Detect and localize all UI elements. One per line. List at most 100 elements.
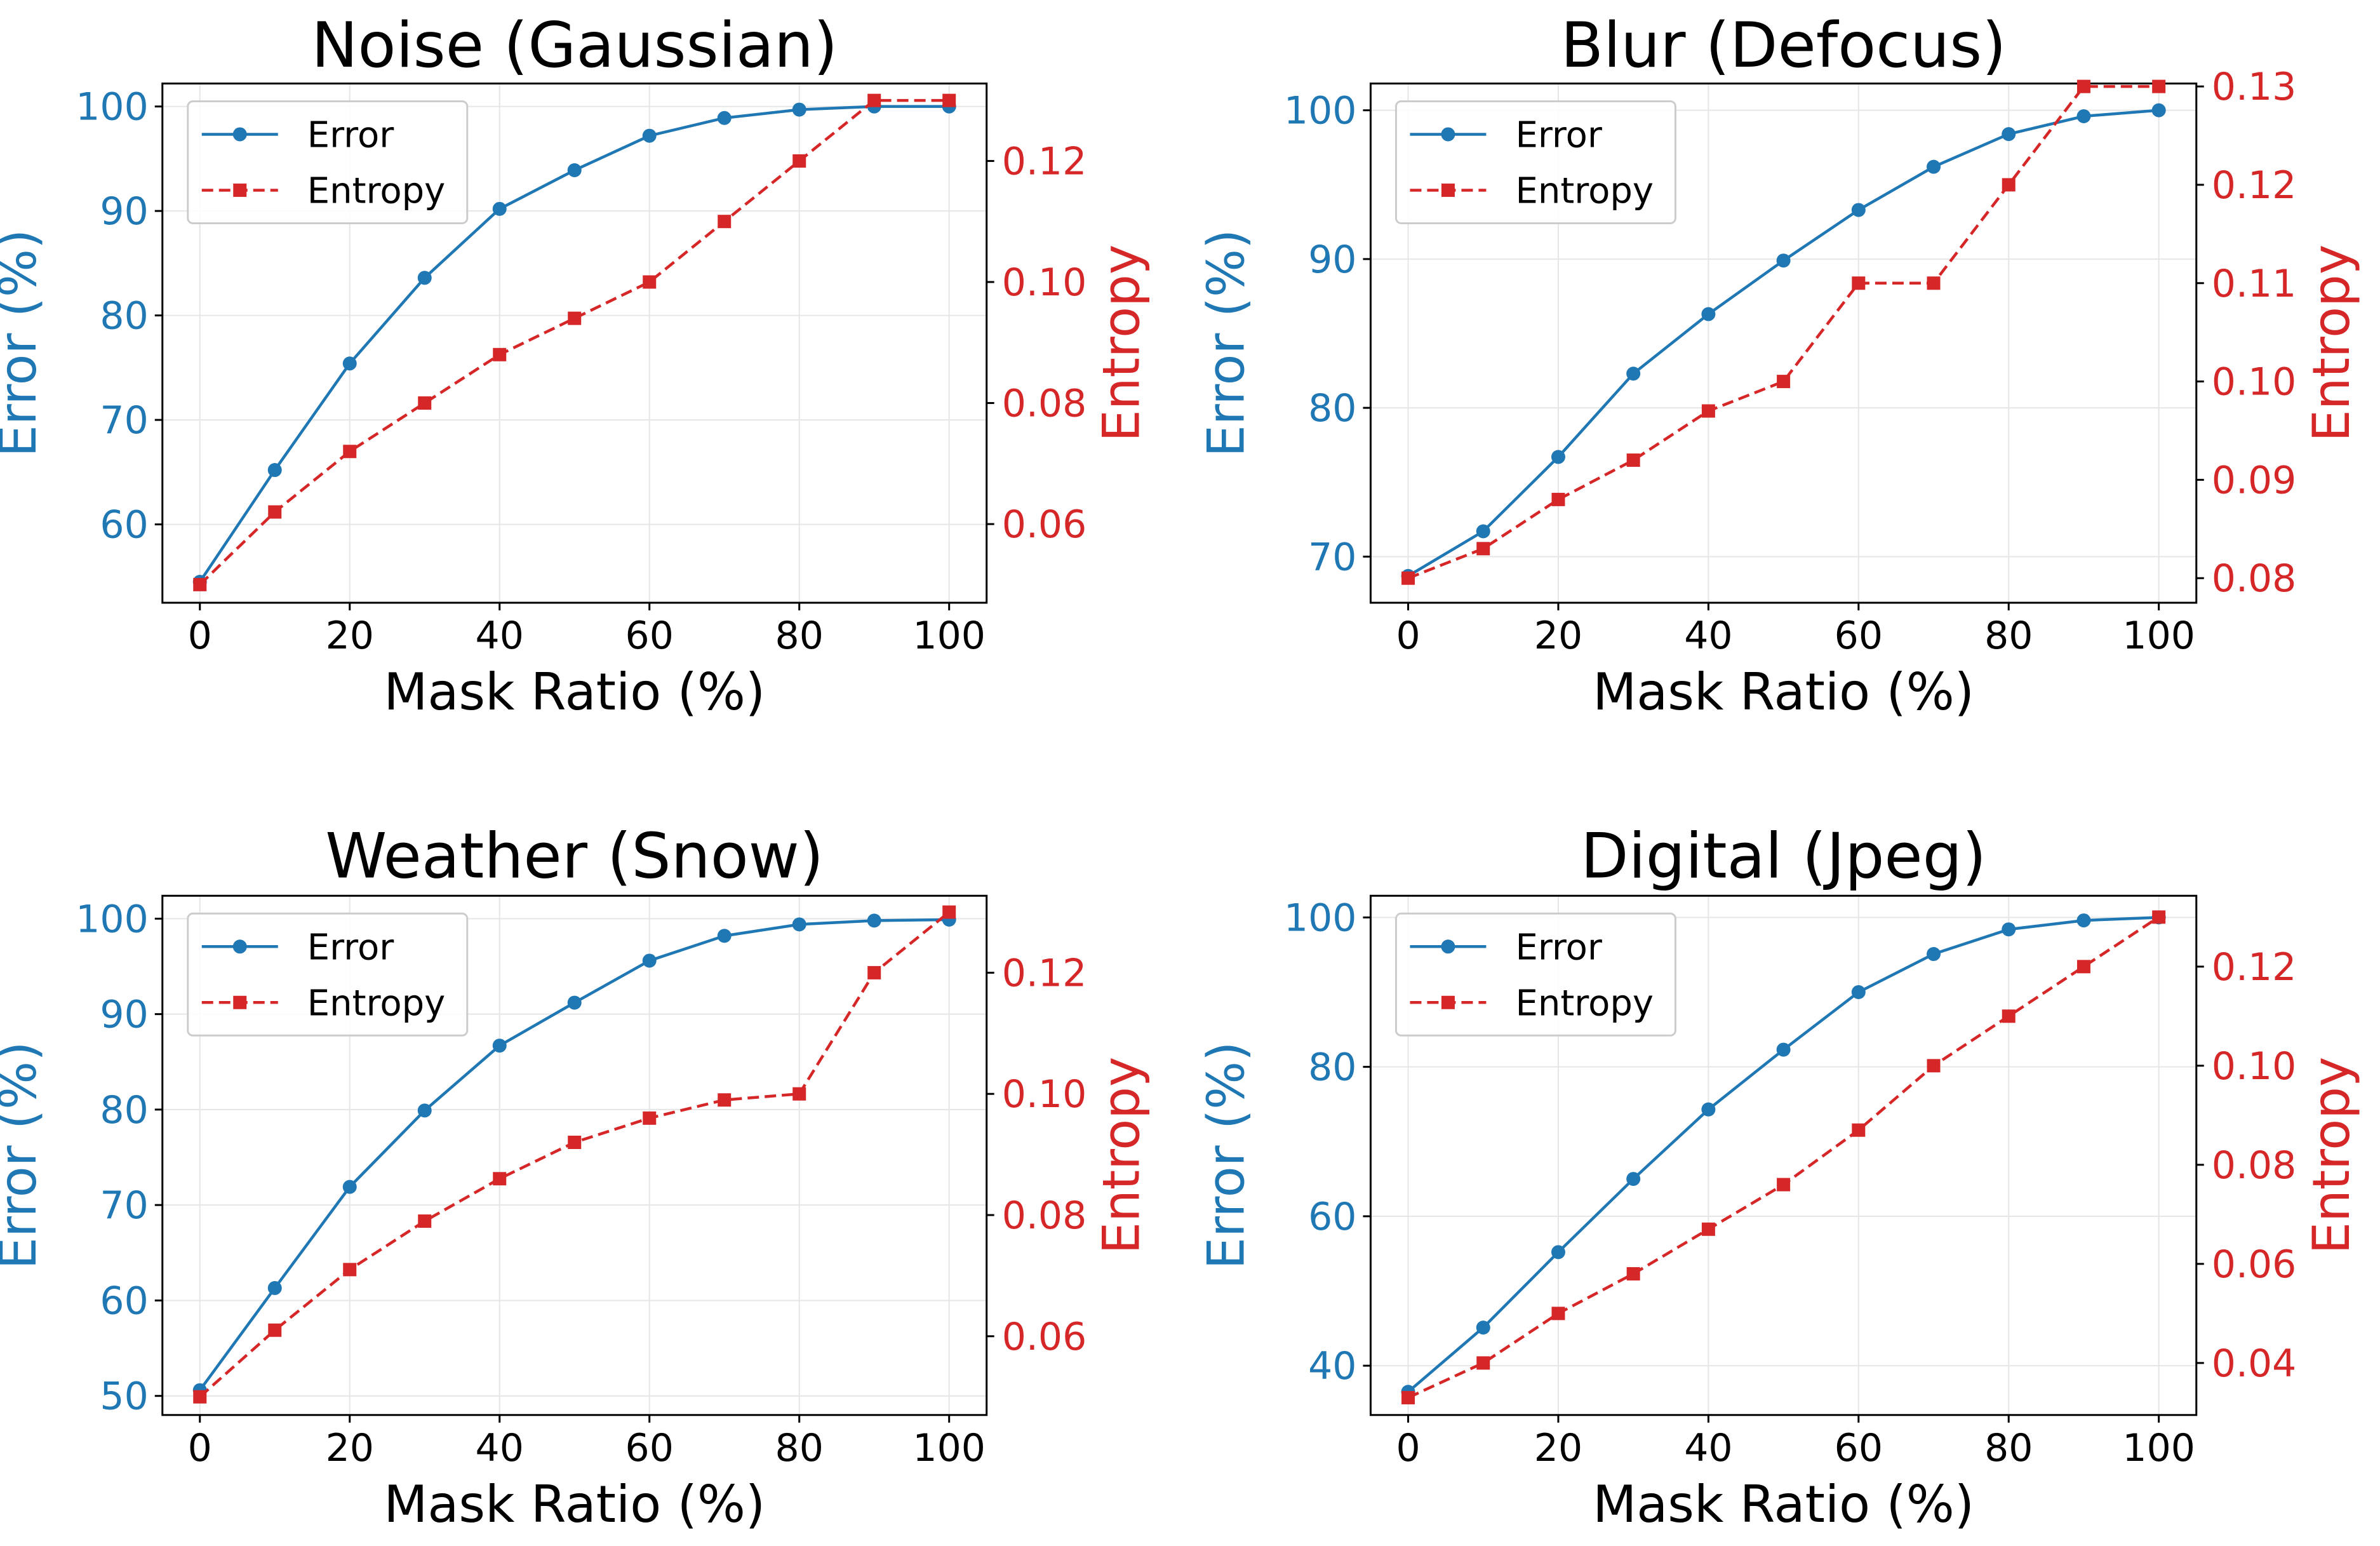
- x-tick-label: 80: [1984, 1426, 2033, 1470]
- x-tick-label: 20: [1534, 1426, 1582, 1470]
- legend-label-entropy: Entropy: [1515, 983, 1654, 1024]
- x-tick-label: 0: [188, 614, 212, 658]
- error-point: [792, 102, 806, 117]
- x-tick-label: 100: [913, 614, 986, 658]
- error-point: [642, 953, 657, 968]
- error-point: [1626, 366, 1641, 381]
- x-tick-label: 0: [1396, 614, 1420, 658]
- x-axis-label: Mask Ratio (%): [1593, 1475, 1974, 1534]
- legend-box: [1394, 912, 1676, 1037]
- entropy-point: [1476, 542, 1490, 556]
- entropy-point: [418, 1214, 432, 1228]
- chart-panel-blur-defocus: 0 20 40 60 80 100 70 80 90 100 0.08 0.09 0.10 0.11 0.1…: [1196, 10, 2360, 722]
- legend-marker-entropy: [1441, 183, 1455, 197]
- entropy-point: [942, 905, 956, 919]
- y-right-tick-label: 0.11: [2212, 262, 2297, 306]
- y-axis-label-left: Error (%): [1196, 1042, 1255, 1270]
- y-right-tick-label: 0.06: [1002, 502, 1087, 547]
- y-left-tick-label: 90: [100, 993, 148, 1037]
- y-right-tick-label: 0.12: [1002, 951, 1087, 995]
- x-tick-label: 20: [326, 614, 374, 658]
- legend-marker-error: [232, 939, 247, 954]
- entropy-point: [942, 93, 956, 107]
- entropy-point: [2002, 1009, 2016, 1023]
- y-right-tick-label: 0.08: [2212, 556, 2297, 601]
- x-tick-label: 100: [2122, 614, 2195, 658]
- y-left-tick-label: 90: [100, 189, 148, 234]
- y-right-tick-label: 0.12: [2212, 163, 2297, 208]
- y-right-tick-label: 0.10: [2212, 1044, 2297, 1089]
- error-point: [1927, 159, 1941, 174]
- error-point: [1476, 1321, 1490, 1335]
- error-point: [1851, 985, 1866, 1000]
- y-left-tick-label: 90: [1308, 238, 1356, 282]
- entropy-point: [867, 93, 881, 107]
- error-point: [567, 163, 582, 177]
- error-point: [717, 111, 732, 125]
- entropy-point: [792, 154, 806, 168]
- x-tick-label: 40: [476, 1426, 524, 1470]
- chart-panel-weather-snow: 0 20 40 60 80 100 50 60 70 80 90 100 0.06 0.08 0.10 0.1…: [0, 821, 1151, 1534]
- entropy-point: [268, 1323, 282, 1337]
- legend: Error Entropy: [187, 100, 469, 224]
- error-point: [417, 1103, 432, 1118]
- y-right-tick-label: 0.10: [2212, 360, 2297, 405]
- entropy-point: [1551, 492, 1565, 506]
- y-left-tick-label: 100: [1284, 896, 1357, 940]
- legend-box: [1394, 100, 1676, 224]
- y-axis-label-right: Entropy: [1092, 245, 1151, 442]
- x-tick-label: 60: [625, 614, 674, 658]
- entropy-point: [1401, 571, 1415, 585]
- entropy-point: [1927, 276, 1941, 290]
- error-point: [1476, 524, 1490, 539]
- y-left-tick-label: 100: [76, 85, 149, 130]
- y-right-tick-label: 0.08: [1002, 1193, 1087, 1238]
- y-axis-label-left: Error (%): [0, 229, 48, 457]
- chart-panel-digital-jpeg: 0 20 40 60 80 100 40 60 80 100 0.04 0.06 0.08 0.10 0.1…: [1196, 821, 2360, 1534]
- x-tick-label: 20: [1534, 614, 1582, 658]
- error-point: [1776, 253, 1791, 268]
- entropy-point: [568, 1136, 582, 1150]
- error-point: [2151, 103, 2166, 118]
- plot-frame: [1369, 894, 2198, 1416]
- y-left-tick-label: 70: [100, 398, 148, 443]
- series-line-entropy: [1407, 84, 2159, 580]
- y-left-tick-label: 70: [1308, 535, 1356, 579]
- entropy-point: [1927, 1059, 1941, 1073]
- y-axis-label-left: Error (%): [0, 1042, 48, 1270]
- error-point: [492, 1039, 507, 1053]
- x-tick-label: 40: [1684, 614, 1732, 658]
- entropy-point: [643, 275, 657, 289]
- entropy-point: [1401, 1390, 1415, 1404]
- x-tick-label: 40: [476, 614, 524, 658]
- legend-label-error: Error: [1515, 927, 1602, 968]
- entropy-point: [2152, 910, 2166, 924]
- y-right-tick-label: 0.06: [1002, 1315, 1087, 1359]
- y-left-tick-label: 80: [100, 1088, 148, 1133]
- y-left-tick-label: 100: [1284, 89, 1357, 133]
- entropy-point: [1852, 1123, 1866, 1137]
- error-point: [2076, 109, 2091, 123]
- chart-title: Noise (Gaussian): [311, 10, 838, 82]
- x-tick-label: 100: [2122, 1426, 2195, 1470]
- entropy-point: [643, 1111, 657, 1125]
- entropy-point: [2076, 79, 2090, 93]
- error-point: [492, 201, 507, 216]
- x-tick-label: 100: [913, 1426, 986, 1470]
- y-left-tick-label: 80: [1308, 1045, 1356, 1090]
- y-right-tick-label: 0.09: [2212, 458, 2297, 502]
- entropy-point: [1701, 1222, 1715, 1236]
- x-tick-label: 60: [1835, 614, 1883, 658]
- entropy-point: [418, 396, 432, 410]
- error-point: [717, 929, 732, 943]
- entropy-point: [2076, 960, 2090, 974]
- legend: Error Entropy: [1394, 100, 1676, 224]
- legend-marker-entropy: [1441, 995, 1455, 1009]
- y-right-tick-label: 0.08: [2212, 1143, 2297, 1188]
- error-point: [1927, 947, 1941, 962]
- entropy-point: [493, 347, 507, 361]
- y-right-tick-label: 0.08: [1002, 382, 1087, 426]
- y-right-tick-label: 0.10: [1002, 260, 1087, 305]
- entropy-point: [193, 577, 207, 591]
- y-left-tick-label: 70: [100, 1183, 148, 1228]
